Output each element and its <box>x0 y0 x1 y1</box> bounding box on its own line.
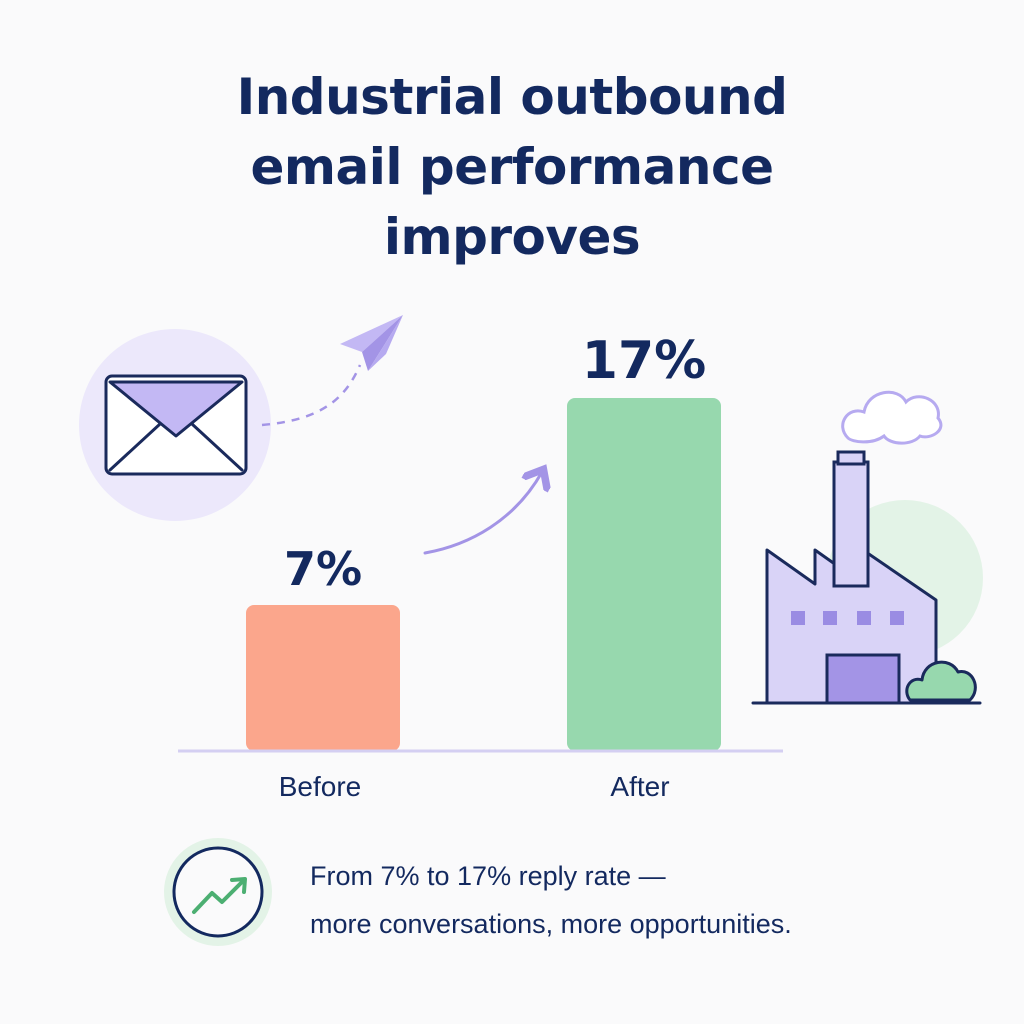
title-line-2: email performance <box>250 138 774 196</box>
page-title: Industrial outbound email performance im… <box>0 62 1024 272</box>
factory-icon <box>751 390 983 705</box>
bars-layer: 7% Before 17% After <box>246 331 721 802</box>
growth-arrow <box>423 472 542 555</box>
value-label-after: 17% <box>582 331 706 391</box>
caption: From 7% to 17% reply rate — more convers… <box>310 852 950 948</box>
dashed-path <box>261 364 362 427</box>
bar-after <box>567 398 721 751</box>
title-line-3: improves <box>383 208 641 266</box>
paper-plane-icon <box>340 315 403 371</box>
caption-line-1: From 7% to 17% reply rate — <box>310 861 666 891</box>
value-label-before: 7% <box>284 542 362 596</box>
title-line-1: Industrial outbound <box>236 68 788 126</box>
bar-before <box>246 605 400 751</box>
category-label-after: After <box>610 771 669 802</box>
trend-up-icon <box>164 838 272 946</box>
envelope-icon <box>79 329 271 521</box>
caption-line-2: more conversations, more opportunities. <box>310 909 792 939</box>
category-label-before: Before <box>279 771 362 802</box>
